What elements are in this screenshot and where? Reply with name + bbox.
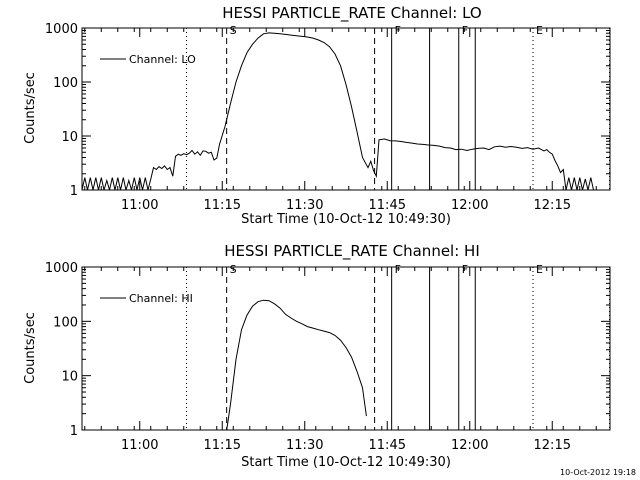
panel-hi-title: HESSI PARTICLE_RATE Channel: HI bbox=[224, 242, 480, 261]
panel-hi-xlabel: Start Time (10-Oct-12 10:49:30) bbox=[241, 455, 451, 470]
panel-lo-xtick-label: 12:00 bbox=[451, 198, 488, 213]
panel-lo-ylabel: Counts/sec bbox=[23, 72, 38, 144]
panel-hi-xtick-label: 12:00 bbox=[451, 438, 488, 453]
panel-lo-marker-label: E bbox=[536, 24, 543, 37]
panel-hi-ylabel: Counts/sec bbox=[23, 312, 38, 384]
panel-hi-xtick-label: 11:45 bbox=[369, 438, 406, 453]
panel-hi-xtick-label: 11:00 bbox=[121, 438, 158, 453]
panel-hi-xtick-label: 11:15 bbox=[204, 438, 241, 453]
panel-hi-plot-area: 1 10 100 1000 11:00 11:15 11:30 11:45 12:00 12:15… bbox=[45, 261, 611, 453]
panel-lo-xlabel: Start Time (10-Oct-12 10:49:30) bbox=[241, 212, 451, 227]
panel-hi-marker-label: F bbox=[395, 263, 401, 276]
panel-hi-marker-label: F bbox=[462, 263, 468, 276]
panel-hi-ytick-label: 10 bbox=[61, 370, 78, 385]
panel-lo-xtick-label: 11:00 bbox=[121, 198, 158, 213]
panel-hi-series-line bbox=[226, 299, 367, 431]
panel-lo-legend-label: Channel: LO bbox=[129, 53, 196, 66]
panel-lo-xtick-label: 11:15 bbox=[204, 198, 241, 213]
panel-lo-title: HESSI PARTICLE_RATE Channel: LO bbox=[222, 4, 481, 23]
footer-timestamp: 10-Oct-2012 19:18 bbox=[560, 468, 636, 477]
panel-lo-legend: Channel: LO bbox=[100, 53, 196, 66]
panel-lo-plot-area: 1 10 100 1000 11:00 11:15 11:30 11:45 12:00 12:15… bbox=[45, 22, 611, 213]
panel-lo: HESSI PARTICLE_RATE Channel: LO Start Ti… bbox=[23, 4, 611, 227]
panel-lo-marker-label: F bbox=[462, 24, 468, 37]
panel-lo-xtick-label: 11:45 bbox=[369, 198, 406, 213]
panel-lo-ytick-label: 1 bbox=[70, 184, 78, 199]
panel-lo-ytick-label: 1000 bbox=[45, 22, 78, 37]
panel-hi-legend: Channel: HI bbox=[100, 292, 193, 305]
panel-hi-frame bbox=[81, 266, 611, 431]
panel-hi-legend-label: Channel: HI bbox=[129, 292, 193, 305]
panel-hi-xtick-label: 12:15 bbox=[534, 438, 571, 453]
panel-hi-ytick-label: 100 bbox=[53, 315, 78, 330]
panel-lo-ytick-label: 10 bbox=[61, 130, 78, 145]
panel-lo-marker-label: S bbox=[230, 24, 237, 37]
panel-lo-ytick-label: 100 bbox=[53, 76, 78, 91]
panel-hi: HESSI PARTICLE_RATE Channel: HI Start Ti… bbox=[23, 242, 611, 470]
panel-hi-marker-label: S bbox=[230, 263, 237, 276]
panel-hi-marker-label: E bbox=[536, 263, 543, 276]
panel-lo-series-line bbox=[81, 32, 594, 191]
panel-hi-ytick-label: 1000 bbox=[45, 261, 78, 276]
panel-lo-xtick-label: 12:15 bbox=[534, 198, 571, 213]
panel-lo-xtick-label: 11:30 bbox=[286, 198, 323, 213]
panel-lo-marker-label: F bbox=[395, 24, 401, 37]
panel-hi-ytick-label: 1 bbox=[70, 424, 78, 439]
panel-hi-xtick-label: 11:30 bbox=[286, 438, 323, 453]
